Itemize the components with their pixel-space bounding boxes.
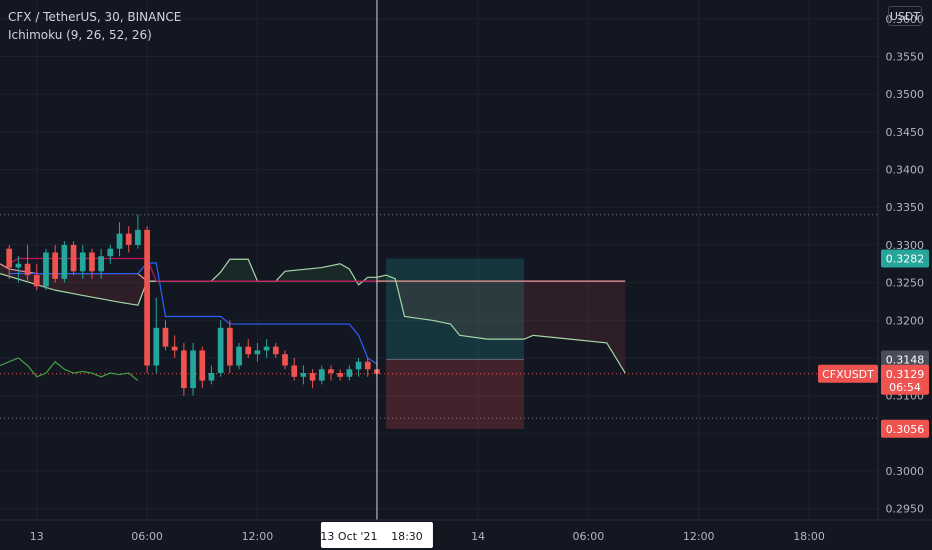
- tenkan-sen-line: [9, 262, 378, 365]
- candle-body-26: [245, 346, 252, 355]
- candle-body-32: [300, 373, 307, 377]
- cloud-segment-4: [397, 281, 626, 374]
- candle-body-21: [199, 350, 206, 381]
- candle-body-22: [208, 373, 215, 381]
- candle-body-12: [116, 233, 123, 249]
- candle-body-10: [98, 256, 104, 272]
- price-label-value: 0.3282: [886, 252, 925, 265]
- symbol-badge-text: CFXUSDT: [822, 368, 874, 381]
- cloud-segment-1: [147, 259, 357, 282]
- crosshair-date-label: 13 Oct '21: [320, 530, 377, 543]
- candle-body-14: [135, 229, 141, 245]
- candle-body-4: [43, 252, 49, 287]
- price-axis[interactable]: 0.3600 0.3550 0.3500 0.3450 0.3400 0.3350 0.33…: [818, 0, 932, 520]
- candle-body-17: [162, 327, 169, 347]
- candle-body-20: [190, 350, 196, 389]
- candle-body-0: [6, 248, 13, 268]
- candle-body-27: [254, 350, 261, 355]
- candle-body-39: [364, 361, 371, 370]
- candle-body-5: [52, 252, 59, 279]
- price-tick-label: 0.3200: [886, 314, 925, 327]
- time-tick-label: 18:00: [793, 530, 825, 543]
- time-axis[interactable]: 13 06:00 12:00 14 06:00 12:00 18:00 13 Oct '21 1…: [0, 519, 932, 550]
- time-tick-label: 12:00: [242, 530, 274, 543]
- candle-body-33: [309, 373, 316, 381]
- cloud-segment-3: [363, 275, 396, 282]
- chart-legend: CFX / TetherUS, 30, BINANCE Ichimoku (9,…: [8, 8, 181, 44]
- last-price-badge: [881, 364, 929, 395]
- candle-body-38: [355, 361, 362, 370]
- price-tick-label: 0.2950: [886, 503, 925, 516]
- chikou-span-line: [0, 357, 139, 382]
- candle-body-13: [125, 233, 132, 245]
- time-axis-background: [0, 520, 932, 550]
- candle-body-31: [291, 365, 298, 377]
- price-tick-label: 0.3000: [886, 465, 925, 478]
- profit-zone[interactable]: [386, 258, 525, 360]
- price-label-value: 0.3148: [886, 353, 925, 366]
- candle-body-24: [226, 327, 233, 366]
- bar-countdown: 06:54: [889, 381, 921, 394]
- candle-body-29: [272, 346, 279, 355]
- candle-body-28: [263, 346, 270, 351]
- price-tick-label: 0.3550: [886, 51, 925, 64]
- price-label-badge: [881, 350, 929, 369]
- candle-body-3: [33, 275, 40, 287]
- time-tick-label: 06:00: [573, 530, 605, 543]
- candle-body-37: [346, 369, 353, 377]
- currency-button[interactable]: USDT: [888, 6, 922, 26]
- price-tick-label: 0.3500: [886, 88, 925, 101]
- candle-body-8: [79, 252, 86, 272]
- candle-body-16: [153, 327, 160, 366]
- price-tick-label: 0.3300: [886, 239, 925, 252]
- candle-body-23: [217, 327, 224, 374]
- crosshair-time-label: 18:30: [391, 530, 423, 543]
- price-label-badge: [881, 419, 929, 438]
- price-tick-label: 0.3400: [886, 164, 925, 177]
- price-tick-label: 0.3600: [886, 13, 925, 26]
- time-tick-label: 12:00: [683, 530, 715, 543]
- candle-body-7: [70, 244, 77, 272]
- last-price-value: 0.3129: [886, 368, 925, 381]
- crosshair-time-badge: [320, 522, 433, 548]
- candle-body-30: [282, 354, 288, 366]
- price-tick-label: 0.3350: [886, 201, 925, 214]
- price-tick-label: 0.3450: [886, 126, 925, 139]
- candle-body-18: [171, 346, 178, 351]
- candle-body-9: [89, 252, 95, 272]
- candle-body-34: [318, 369, 325, 381]
- price-label-value: 0.3056: [886, 423, 925, 436]
- candle-body-2: [24, 263, 31, 276]
- price-label-badge: [881, 249, 929, 268]
- time-tick-label: 13: [30, 530, 44, 543]
- price-tick-label: 0.3250: [886, 277, 925, 290]
- loss-zone[interactable]: [386, 359, 525, 429]
- candle-body-35: [328, 369, 334, 374]
- symbol-title[interactable]: CFX / TetherUS, 30, BINANCE: [8, 10, 182, 24]
- indicator-title[interactable]: Ichimoku (9, 26, 52, 26): [8, 28, 152, 42]
- candle-body-6: [61, 244, 68, 279]
- candle-body-36: [337, 373, 344, 377]
- candlestick-series: [6, 214, 380, 396]
- time-tick-label: 14: [471, 530, 485, 543]
- long-position-tool[interactable]: [386, 258, 525, 429]
- candle-body-11: [107, 248, 114, 257]
- candle-body-1: [15, 263, 22, 268]
- candle-body-19: [181, 350, 187, 389]
- candle-body-25: [236, 346, 242, 366]
- candle-body-15: [144, 229, 150, 366]
- symbol-badge: [818, 364, 878, 383]
- time-tick-label: 06:00: [131, 530, 163, 543]
